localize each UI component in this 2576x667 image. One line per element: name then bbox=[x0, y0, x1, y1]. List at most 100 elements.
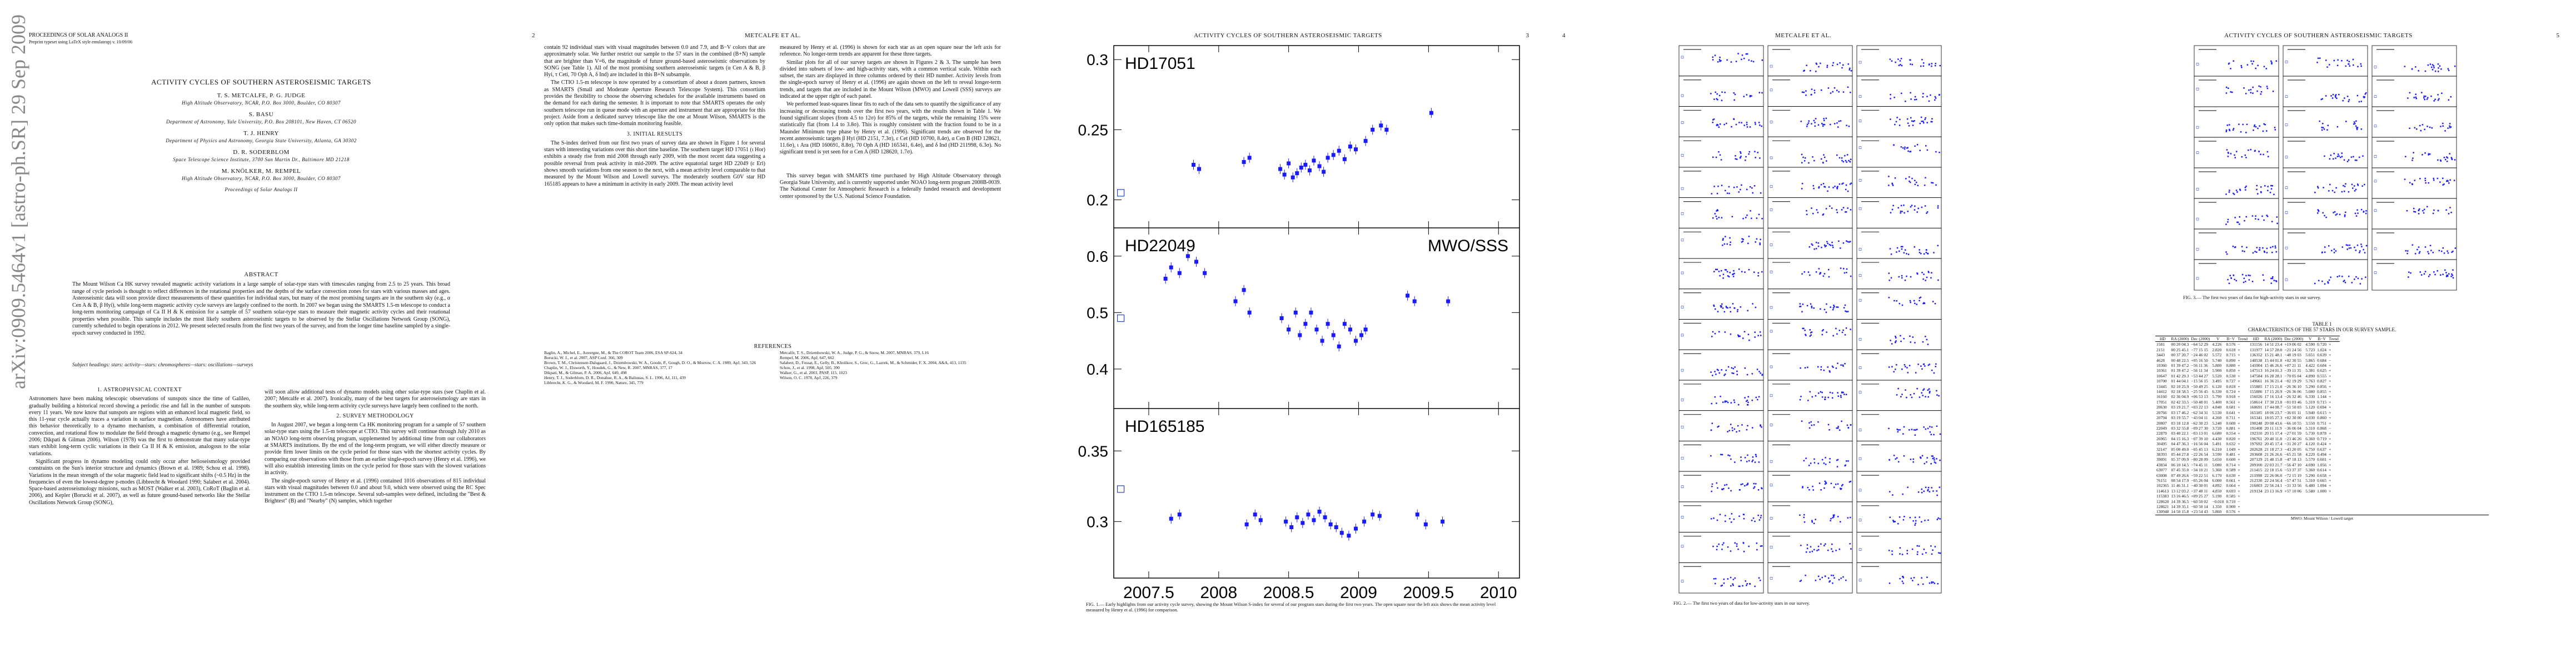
mini-data-point bbox=[1732, 303, 1734, 305]
mini-data-point bbox=[1755, 483, 1757, 485]
table-cell: 165341 bbox=[2249, 415, 2263, 421]
mini-data-point bbox=[2446, 156, 2448, 158]
mini-panel bbox=[1767, 258, 1853, 290]
mini-data-point bbox=[1726, 271, 1728, 273]
table-cell: 160691 bbox=[2249, 405, 2263, 410]
mini-data-point bbox=[1826, 64, 1828, 67]
mini-data-point bbox=[1820, 308, 1821, 310]
table-cell bbox=[2249, 504, 2264, 509]
mini-data-point bbox=[1899, 125, 1901, 126]
author-affiliation: Department of Physics and Astronomy, Geo… bbox=[166, 138, 357, 143]
mini-data-point bbox=[2253, 61, 2255, 62]
table-cell: 114613 bbox=[2156, 488, 2169, 494]
reference-point bbox=[2285, 123, 2288, 126]
mini-data-point bbox=[2245, 275, 2247, 277]
mini-data-point bbox=[1751, 95, 1752, 97]
mini-data-point bbox=[2429, 63, 2431, 65]
mini-data-point bbox=[2337, 59, 2339, 61]
mini-data-point bbox=[1830, 245, 1832, 246]
reference-point bbox=[1681, 154, 1684, 157]
mini-data-point bbox=[2358, 101, 2360, 103]
mini-data-point bbox=[2359, 252, 2360, 253]
mini-data-point bbox=[2406, 210, 2408, 212]
mini-data-point bbox=[1929, 431, 1931, 433]
table-cell: 0.880 bbox=[2226, 363, 2236, 369]
table-row: 130948 14 50 15.8 +23 54 43 5.860 0.576 + bbox=[2155, 509, 2340, 514]
data-point bbox=[1291, 175, 1295, 180]
mini-data-point bbox=[1898, 64, 1900, 66]
mini-data-point bbox=[1733, 401, 1736, 404]
mini-data-point bbox=[1939, 486, 1941, 488]
mini-data-point bbox=[2227, 218, 2229, 221]
mini-data-point bbox=[1825, 208, 1827, 210]
mini-data-point bbox=[1714, 54, 1716, 56]
mini-data-point bbox=[1712, 545, 1714, 547]
mini-data-point bbox=[1738, 268, 1740, 270]
table-cell: −15 56 15 bbox=[2191, 379, 2208, 384]
mini-data-point bbox=[1740, 151, 1741, 153]
mini-data-point bbox=[1720, 395, 1721, 397]
mini-data-point bbox=[1825, 245, 1827, 247]
mini-data-point bbox=[1934, 583, 1936, 584]
mini-data-point bbox=[1938, 552, 1940, 554]
mini-data-point bbox=[1932, 581, 1934, 583]
mini-data-point bbox=[1906, 275, 1907, 277]
mini-data-point bbox=[1911, 548, 1914, 550]
mini-data-point bbox=[2356, 128, 2358, 131]
table-cell: 3.590 bbox=[2212, 451, 2222, 457]
mini-data-point bbox=[1825, 457, 1826, 459]
mini-data-point bbox=[1925, 249, 1927, 251]
table-cell: + bbox=[2238, 357, 2240, 363]
mini-data-point bbox=[2257, 64, 2259, 67]
mini-data-point bbox=[1823, 118, 1825, 120]
table-cell: 0.641 bbox=[2226, 410, 2236, 415]
mini-data-point bbox=[2431, 66, 2433, 68]
data-point bbox=[1326, 156, 1330, 160]
mini-data-point bbox=[1719, 275, 1721, 277]
mini-data-point bbox=[1837, 392, 1838, 394]
mini-data-point bbox=[1833, 516, 1835, 518]
mini-data-point bbox=[1757, 335, 1759, 336]
mini-data-point bbox=[1842, 242, 1845, 244]
reference-point bbox=[1770, 120, 1773, 123]
mini-data-point bbox=[1828, 205, 1831, 207]
mini-data-point bbox=[1720, 159, 1722, 161]
mini-data-point bbox=[1897, 387, 1899, 390]
mini-data-point bbox=[1746, 584, 1747, 586]
mini-data-point bbox=[2454, 159, 2456, 161]
mini-data-point bbox=[2356, 183, 2359, 185]
mini-data-point bbox=[1738, 430, 1740, 432]
mini-data-point bbox=[1757, 514, 1759, 516]
mini-data-point bbox=[2233, 275, 2235, 276]
mini-data-point bbox=[1825, 464, 1827, 465]
table-cell: 18 06 23.7 bbox=[2264, 410, 2283, 415]
data-point bbox=[1242, 160, 1246, 164]
mini-data-point bbox=[1903, 252, 1905, 254]
table-cell: 131977 bbox=[2249, 347, 2263, 352]
mini-data-point bbox=[1811, 305, 1812, 307]
running-head: ACTIVITY CYCLES OF SOUTHERN ASTEROSEISMI… bbox=[2224, 32, 2413, 39]
mini-data-point bbox=[1761, 92, 1763, 94]
mini-data-point bbox=[1719, 56, 1721, 58]
table-cell: + bbox=[2238, 472, 2240, 478]
mini-data-point bbox=[1818, 66, 1820, 68]
figure-2-caption: FIG. 2.— The first two years of data for… bbox=[1673, 600, 1810, 606]
mini-data-point bbox=[2424, 152, 2426, 154]
mini-data-point bbox=[1811, 93, 1812, 96]
mini-data-point bbox=[1733, 272, 1735, 275]
data-point bbox=[1347, 534, 1351, 538]
mini-data-point bbox=[1753, 271, 1755, 273]
mini-data-point bbox=[2442, 122, 2444, 125]
mini-data-point bbox=[2325, 216, 2327, 218]
y-tick-label: 0.5 bbox=[1087, 304, 1108, 321]
mini-data-point bbox=[1916, 429, 1918, 430]
mini-data-point bbox=[2418, 210, 2420, 211]
mini-data-point bbox=[1916, 181, 1917, 183]
table-cell: 22 56 24.1 bbox=[2264, 483, 2283, 489]
acknowledgments: This survey began with SMARTS time purch… bbox=[780, 172, 1001, 200]
mini-data-point bbox=[1910, 117, 1912, 119]
mini-panel bbox=[1767, 380, 1853, 411]
mini-data-point bbox=[2245, 281, 2246, 282]
mini-data-point bbox=[1808, 465, 1810, 466]
mini-data-point bbox=[1731, 126, 1732, 128]
